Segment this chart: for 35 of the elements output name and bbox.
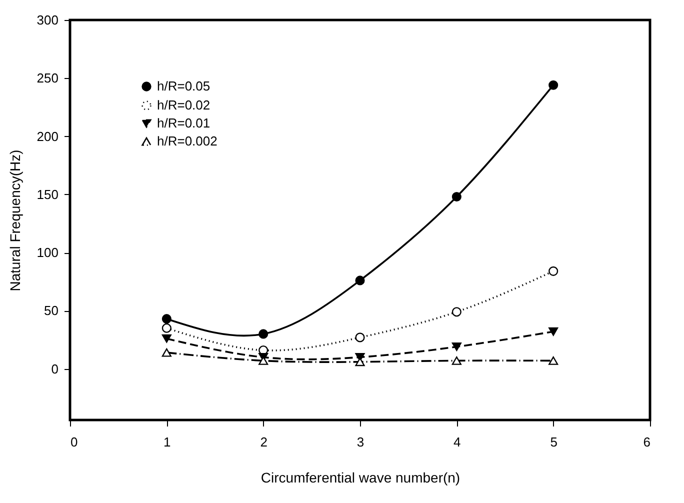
point [162,314,172,324]
y-tick-label: 50 [44,303,58,318]
legend-label: h/R=0.05 [157,78,210,94]
point [162,323,172,333]
y-tick-label: 150 [36,186,58,202]
point [548,80,558,90]
y-tick-label: 250 [36,70,58,86]
y-tick-label: 300 [36,12,58,28]
x-tick-label: 3 [356,434,364,450]
x-tick-label: 4 [454,434,461,450]
point [452,342,462,351]
point [258,329,268,339]
y-tick-label: 100 [36,245,58,260]
x-tick-label: 0 [70,434,78,450]
y-axis-title: Natural Frequency(Hz) [6,150,23,292]
legend-label: h/R=0.002 [157,134,218,148]
point [452,192,462,202]
point [162,334,172,343]
point [452,356,462,365]
point [548,327,558,336]
point [452,307,462,317]
point [548,266,558,276]
point [355,276,365,286]
x-tick-label: 6 [643,434,650,450]
legend-label: h/R=0.01 [157,116,210,130]
point [355,332,365,342]
legend-label: h/R=0.02 [157,98,210,112]
x-tick-label: 5 [550,434,558,450]
point [162,348,172,357]
x-tick-label: 1 [164,434,171,450]
x-tick-label: 2 [260,434,268,450]
x-axis-title: Circumferential wave number(n) [260,470,460,486]
y-tick-label: 0 [51,361,58,376]
y-tick-label: 200 [36,128,58,144]
point [548,356,558,365]
